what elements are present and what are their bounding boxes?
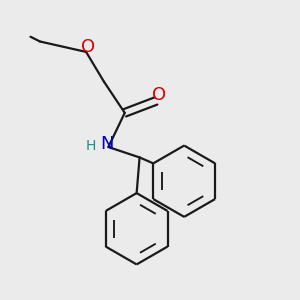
Text: O: O: [152, 86, 166, 104]
Text: O: O: [80, 38, 94, 56]
Text: H: H: [86, 139, 96, 153]
Text: N: N: [100, 135, 114, 153]
